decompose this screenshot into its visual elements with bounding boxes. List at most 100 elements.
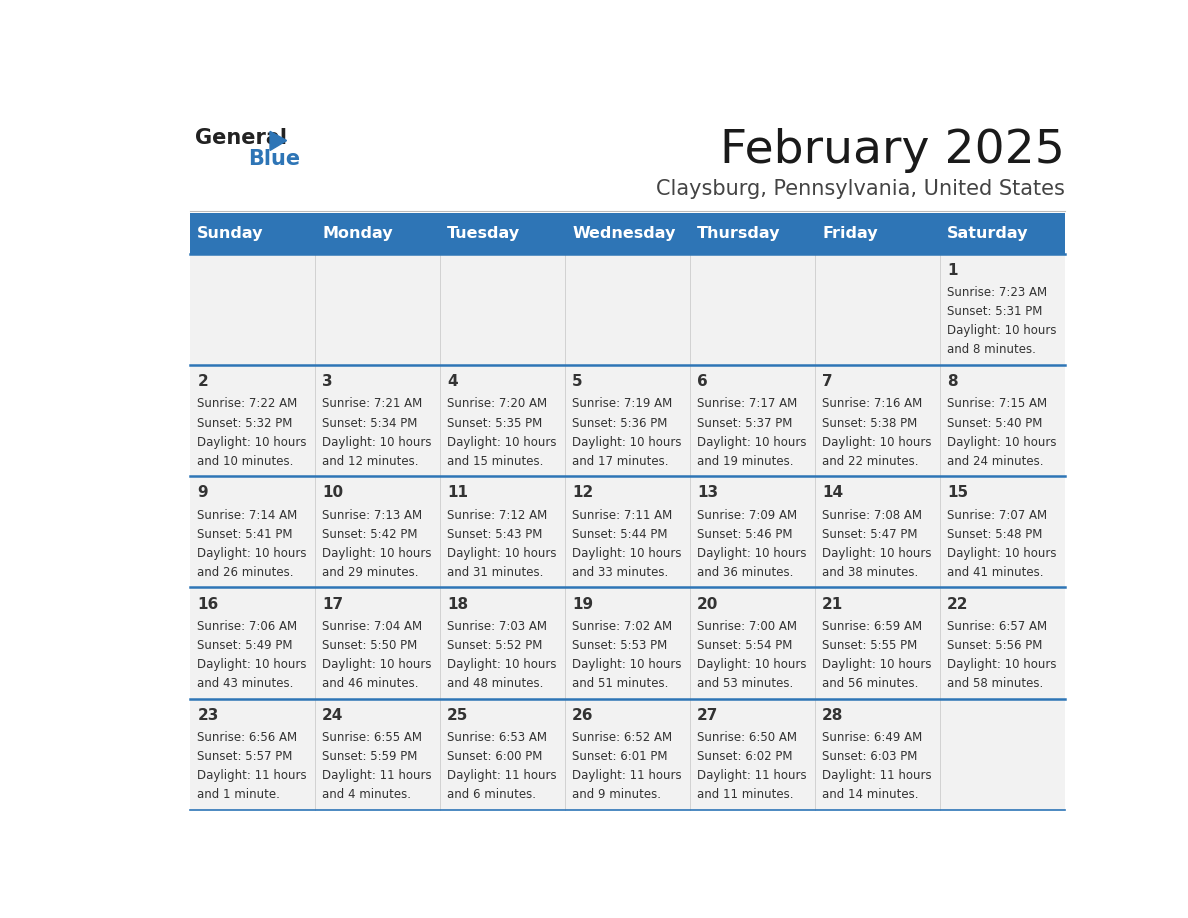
- Text: Daylight: 10 hours: Daylight: 10 hours: [322, 547, 431, 560]
- Text: Daylight: 10 hours: Daylight: 10 hours: [697, 436, 807, 449]
- Text: Daylight: 10 hours: Daylight: 10 hours: [947, 547, 1056, 560]
- Text: Daylight: 11 hours: Daylight: 11 hours: [447, 769, 557, 782]
- Text: Daylight: 10 hours: Daylight: 10 hours: [322, 658, 431, 671]
- Bar: [190, 253, 1064, 365]
- Text: and 36 minutes.: and 36 minutes.: [697, 565, 794, 579]
- Text: Sunrise: 7:23 AM: Sunrise: 7:23 AM: [947, 286, 1047, 299]
- Text: Sunrise: 7:20 AM: Sunrise: 7:20 AM: [447, 397, 548, 410]
- Text: Sunset: 5:32 PM: Sunset: 5:32 PM: [197, 417, 292, 430]
- Text: Sunrise: 7:04 AM: Sunrise: 7:04 AM: [322, 620, 423, 633]
- Text: and 38 minutes.: and 38 minutes.: [822, 565, 918, 579]
- Text: 5: 5: [573, 375, 583, 389]
- Text: Sunrise: 7:12 AM: Sunrise: 7:12 AM: [447, 509, 548, 521]
- Text: Sunset: 5:44 PM: Sunset: 5:44 PM: [573, 528, 668, 541]
- Text: Daylight: 10 hours: Daylight: 10 hours: [697, 658, 807, 671]
- Text: and 56 minutes.: and 56 minutes.: [822, 677, 918, 690]
- Text: 7: 7: [822, 375, 833, 389]
- Text: Sunrise: 7:00 AM: Sunrise: 7:00 AM: [697, 620, 797, 633]
- Text: Sunrise: 6:56 AM: Sunrise: 6:56 AM: [197, 732, 297, 744]
- Text: 15: 15: [947, 486, 968, 500]
- Text: and 1 minute.: and 1 minute.: [197, 789, 280, 801]
- Text: Sunset: 5:47 PM: Sunset: 5:47 PM: [822, 528, 917, 541]
- Text: Sunrise: 7:11 AM: Sunrise: 7:11 AM: [573, 509, 672, 521]
- Text: Sunrise: 7:15 AM: Sunrise: 7:15 AM: [947, 397, 1047, 410]
- Text: 10: 10: [322, 486, 343, 500]
- Text: Sunrise: 6:50 AM: Sunrise: 6:50 AM: [697, 732, 797, 744]
- Text: Sunset: 5:40 PM: Sunset: 5:40 PM: [947, 417, 1042, 430]
- Text: Sunrise: 6:53 AM: Sunrise: 6:53 AM: [447, 732, 548, 744]
- Text: and 43 minutes.: and 43 minutes.: [197, 677, 293, 690]
- Text: and 9 minutes.: and 9 minutes.: [573, 789, 662, 801]
- Text: and 22 minutes.: and 22 minutes.: [822, 454, 918, 467]
- Text: and 24 minutes.: and 24 minutes.: [947, 454, 1043, 467]
- Text: Blue: Blue: [248, 149, 301, 169]
- Text: 20: 20: [697, 597, 719, 611]
- Text: Sunrise: 7:13 AM: Sunrise: 7:13 AM: [322, 509, 423, 521]
- Text: 13: 13: [697, 486, 719, 500]
- Text: Daylight: 10 hours: Daylight: 10 hours: [447, 547, 557, 560]
- Text: Sunset: 5:35 PM: Sunset: 5:35 PM: [447, 417, 543, 430]
- Text: 2: 2: [197, 375, 208, 389]
- Text: Daylight: 10 hours: Daylight: 10 hours: [447, 658, 557, 671]
- Text: Daylight: 11 hours: Daylight: 11 hours: [822, 769, 931, 782]
- Text: and 41 minutes.: and 41 minutes.: [947, 565, 1043, 579]
- Text: 18: 18: [447, 597, 468, 611]
- Text: 17: 17: [322, 597, 343, 611]
- Text: 8: 8: [947, 375, 958, 389]
- Text: Daylight: 10 hours: Daylight: 10 hours: [197, 436, 307, 449]
- Text: and 58 minutes.: and 58 minutes.: [947, 677, 1043, 690]
- Text: Sunset: 5:31 PM: Sunset: 5:31 PM: [947, 306, 1042, 319]
- Bar: [190, 699, 1064, 810]
- Text: 12: 12: [573, 486, 593, 500]
- Text: and 14 minutes.: and 14 minutes.: [822, 789, 918, 801]
- Polygon shape: [270, 131, 286, 151]
- Text: and 26 minutes.: and 26 minutes.: [197, 565, 293, 579]
- Text: Sunset: 5:59 PM: Sunset: 5:59 PM: [322, 750, 418, 763]
- Text: Sunrise: 7:03 AM: Sunrise: 7:03 AM: [447, 620, 548, 633]
- Text: Wednesday: Wednesday: [573, 226, 676, 241]
- Text: Sunrise: 7:16 AM: Sunrise: 7:16 AM: [822, 397, 922, 410]
- Text: Sunday: Sunday: [197, 226, 264, 241]
- Text: 24: 24: [322, 708, 343, 722]
- Text: Daylight: 10 hours: Daylight: 10 hours: [947, 658, 1056, 671]
- Text: Sunset: 5:53 PM: Sunset: 5:53 PM: [573, 639, 668, 652]
- Text: Claysburg, Pennsylvania, United States: Claysburg, Pennsylvania, United States: [656, 179, 1064, 198]
- Text: Daylight: 10 hours: Daylight: 10 hours: [322, 436, 431, 449]
- Text: and 8 minutes.: and 8 minutes.: [947, 343, 1036, 356]
- Text: Sunrise: 7:19 AM: Sunrise: 7:19 AM: [573, 397, 672, 410]
- Text: Sunrise: 7:07 AM: Sunrise: 7:07 AM: [947, 509, 1047, 521]
- Text: and 4 minutes.: and 4 minutes.: [322, 789, 411, 801]
- Text: Sunset: 6:02 PM: Sunset: 6:02 PM: [697, 750, 792, 763]
- Text: and 53 minutes.: and 53 minutes.: [697, 677, 794, 690]
- Text: Sunrise: 7:14 AM: Sunrise: 7:14 AM: [197, 509, 297, 521]
- Text: Daylight: 10 hours: Daylight: 10 hours: [573, 436, 682, 449]
- Text: and 12 minutes.: and 12 minutes.: [322, 454, 418, 467]
- Text: Daylight: 11 hours: Daylight: 11 hours: [197, 769, 307, 782]
- Text: Sunset: 5:43 PM: Sunset: 5:43 PM: [447, 528, 543, 541]
- Text: 25: 25: [447, 708, 468, 722]
- Text: 21: 21: [822, 597, 843, 611]
- Text: Sunrise: 7:17 AM: Sunrise: 7:17 AM: [697, 397, 797, 410]
- Text: Sunrise: 7:22 AM: Sunrise: 7:22 AM: [197, 397, 297, 410]
- Text: 19: 19: [573, 597, 593, 611]
- Text: 16: 16: [197, 597, 219, 611]
- Text: Monday: Monday: [322, 226, 393, 241]
- Text: Sunset: 5:36 PM: Sunset: 5:36 PM: [573, 417, 668, 430]
- Text: 4: 4: [447, 375, 457, 389]
- Text: Sunset: 5:57 PM: Sunset: 5:57 PM: [197, 750, 292, 763]
- Text: Sunrise: 6:57 AM: Sunrise: 6:57 AM: [947, 620, 1047, 633]
- Text: Daylight: 10 hours: Daylight: 10 hours: [822, 547, 931, 560]
- Text: Sunrise: 7:02 AM: Sunrise: 7:02 AM: [573, 620, 672, 633]
- Text: Daylight: 10 hours: Daylight: 10 hours: [697, 547, 807, 560]
- Text: Sunset: 5:38 PM: Sunset: 5:38 PM: [822, 417, 917, 430]
- Text: Sunrise: 6:49 AM: Sunrise: 6:49 AM: [822, 732, 922, 744]
- Text: and 46 minutes.: and 46 minutes.: [322, 677, 418, 690]
- Text: Sunset: 5:46 PM: Sunset: 5:46 PM: [697, 528, 792, 541]
- Text: Sunset: 5:41 PM: Sunset: 5:41 PM: [197, 528, 292, 541]
- Text: Sunset: 5:34 PM: Sunset: 5:34 PM: [322, 417, 418, 430]
- Text: Thursday: Thursday: [697, 226, 781, 241]
- Text: 27: 27: [697, 708, 719, 722]
- Text: Sunset: 5:42 PM: Sunset: 5:42 PM: [322, 528, 418, 541]
- Text: Sunset: 5:49 PM: Sunset: 5:49 PM: [197, 639, 292, 652]
- Text: and 19 minutes.: and 19 minutes.: [697, 454, 794, 467]
